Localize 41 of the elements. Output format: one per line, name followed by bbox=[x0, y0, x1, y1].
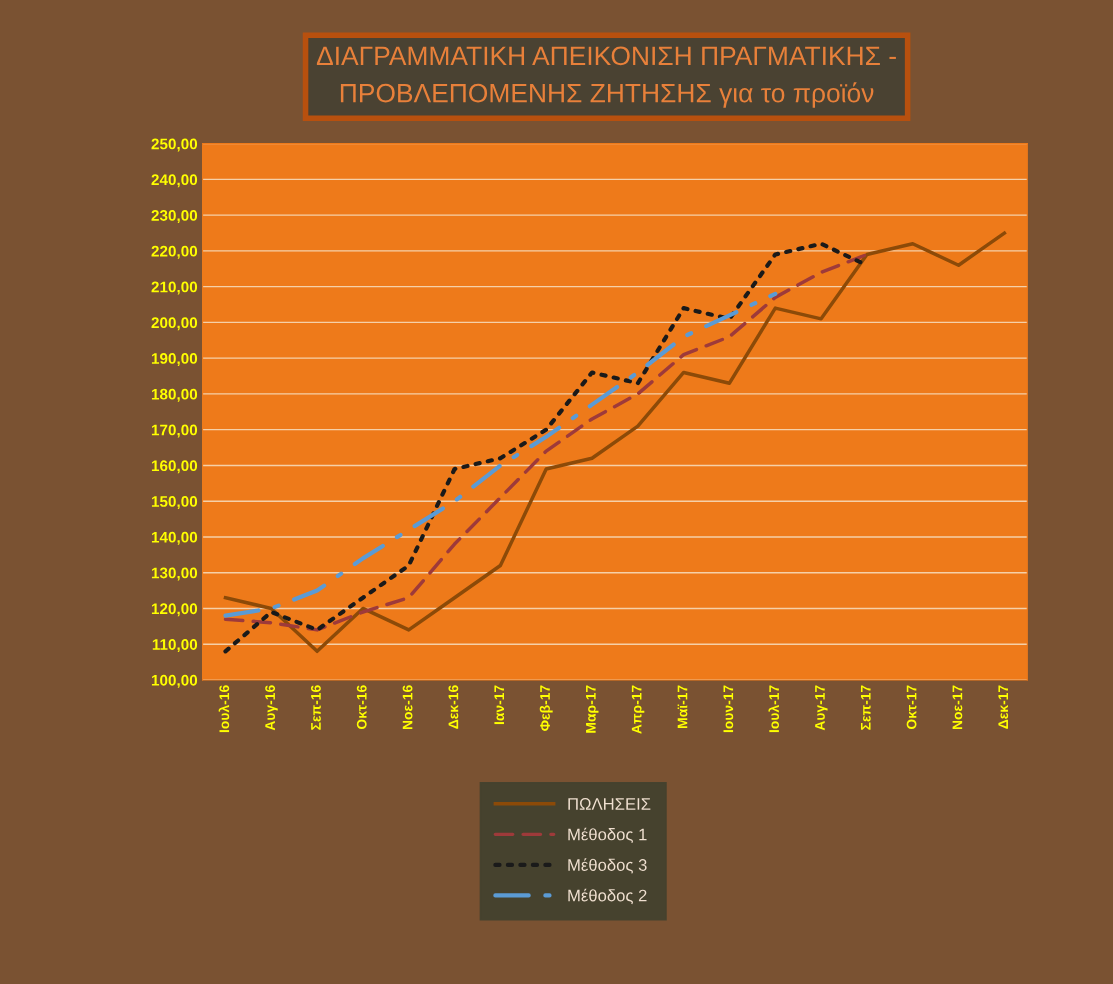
y-tick-label: 150,00 bbox=[151, 496, 198, 510]
legend-label: Μέθοδος 2 bbox=[568, 888, 647, 905]
y-tick-label: 250,00 bbox=[151, 138, 198, 152]
x-tick-label: Αυγ-17 bbox=[815, 685, 828, 731]
x-tick-label: Νοε-17 bbox=[952, 685, 963, 730]
x-tick-label: Νοε-16 bbox=[402, 685, 413, 730]
x-tick-label: Ιαν-17 bbox=[494, 685, 505, 725]
x-tick-label: Αυγ-16 bbox=[265, 685, 278, 731]
y-tick-label: 110,00 bbox=[152, 639, 198, 653]
y-tick-label: 200,00 bbox=[151, 317, 198, 331]
legend-label: ΠΩΛΗΣΕΙΣ bbox=[568, 798, 651, 810]
x-tick-label: Σεπ-16 bbox=[311, 685, 321, 730]
y-tick-label: 190,00 bbox=[151, 353, 198, 367]
y-tick-label: 210,00 bbox=[151, 281, 198, 295]
line-series bbox=[223, 291, 778, 618]
y-tick-label: 240,00 bbox=[151, 174, 198, 188]
x-tick-label: Μαρ-17 bbox=[586, 685, 599, 733]
x-tick-label: Δεκ-16 bbox=[448, 685, 459, 729]
y-tick-label: 100,00 bbox=[151, 674, 198, 688]
legend-label: Μέθοδος 1 bbox=[568, 827, 647, 844]
x-tick-label: Ιουν-17 bbox=[723, 685, 734, 733]
legend-label: Μέθοδος 3 bbox=[568, 858, 647, 874]
y-tick-label: 130,00 bbox=[151, 567, 198, 581]
y-tick-label: 120,00 bbox=[151, 603, 198, 617]
y-tick-label: 180,00 bbox=[151, 388, 198, 402]
x-tick-label: Ιουλ-17 bbox=[768, 685, 780, 733]
x-tick-label: Φεβ-17 bbox=[539, 685, 553, 731]
y-tick-label: 170,00 bbox=[151, 424, 198, 438]
x-tick-label: Ιουλ-16 bbox=[218, 685, 230, 733]
x-tick-label: Απρ-17 bbox=[631, 685, 645, 734]
y-tick-label: 230,00 bbox=[151, 210, 198, 224]
y-tick-label: 140,00 bbox=[151, 531, 198, 545]
x-tick-label: Δεκ-17 bbox=[998, 685, 1009, 729]
y-tick-label: 220,00 bbox=[151, 245, 198, 259]
x-tick-label: Μαϊ-17 bbox=[677, 685, 688, 728]
x-tick-label: Σεπ-17 bbox=[860, 685, 871, 730]
x-tick-label: Οκτ-16 bbox=[356, 685, 367, 730]
line-series bbox=[223, 231, 1007, 654]
x-tick-label: Οκτ-17 bbox=[906, 685, 917, 730]
chart-title: ΔΙΑΓΡΑΜΜΑΤΙΚΗ ΑΠΕΙΚΟΝΙΣΗ ΠΡΑΓΜΑΤΙΚΗΣ - ΠΡΟΒΛΕΠΟΜΕΝΗΣ ΖΗΤΗΣΗΣ για το προϊόν bbox=[316, 46, 896, 108]
y-tick-label: 160,00 bbox=[151, 460, 198, 474]
